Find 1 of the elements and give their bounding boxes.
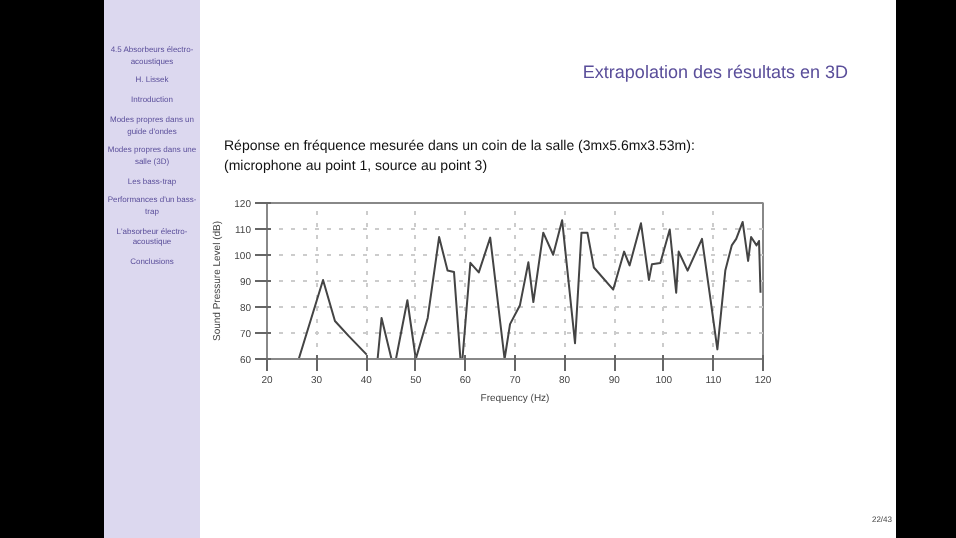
chart-title: Extrapolation des résultats en 3D (582, 60, 848, 86)
